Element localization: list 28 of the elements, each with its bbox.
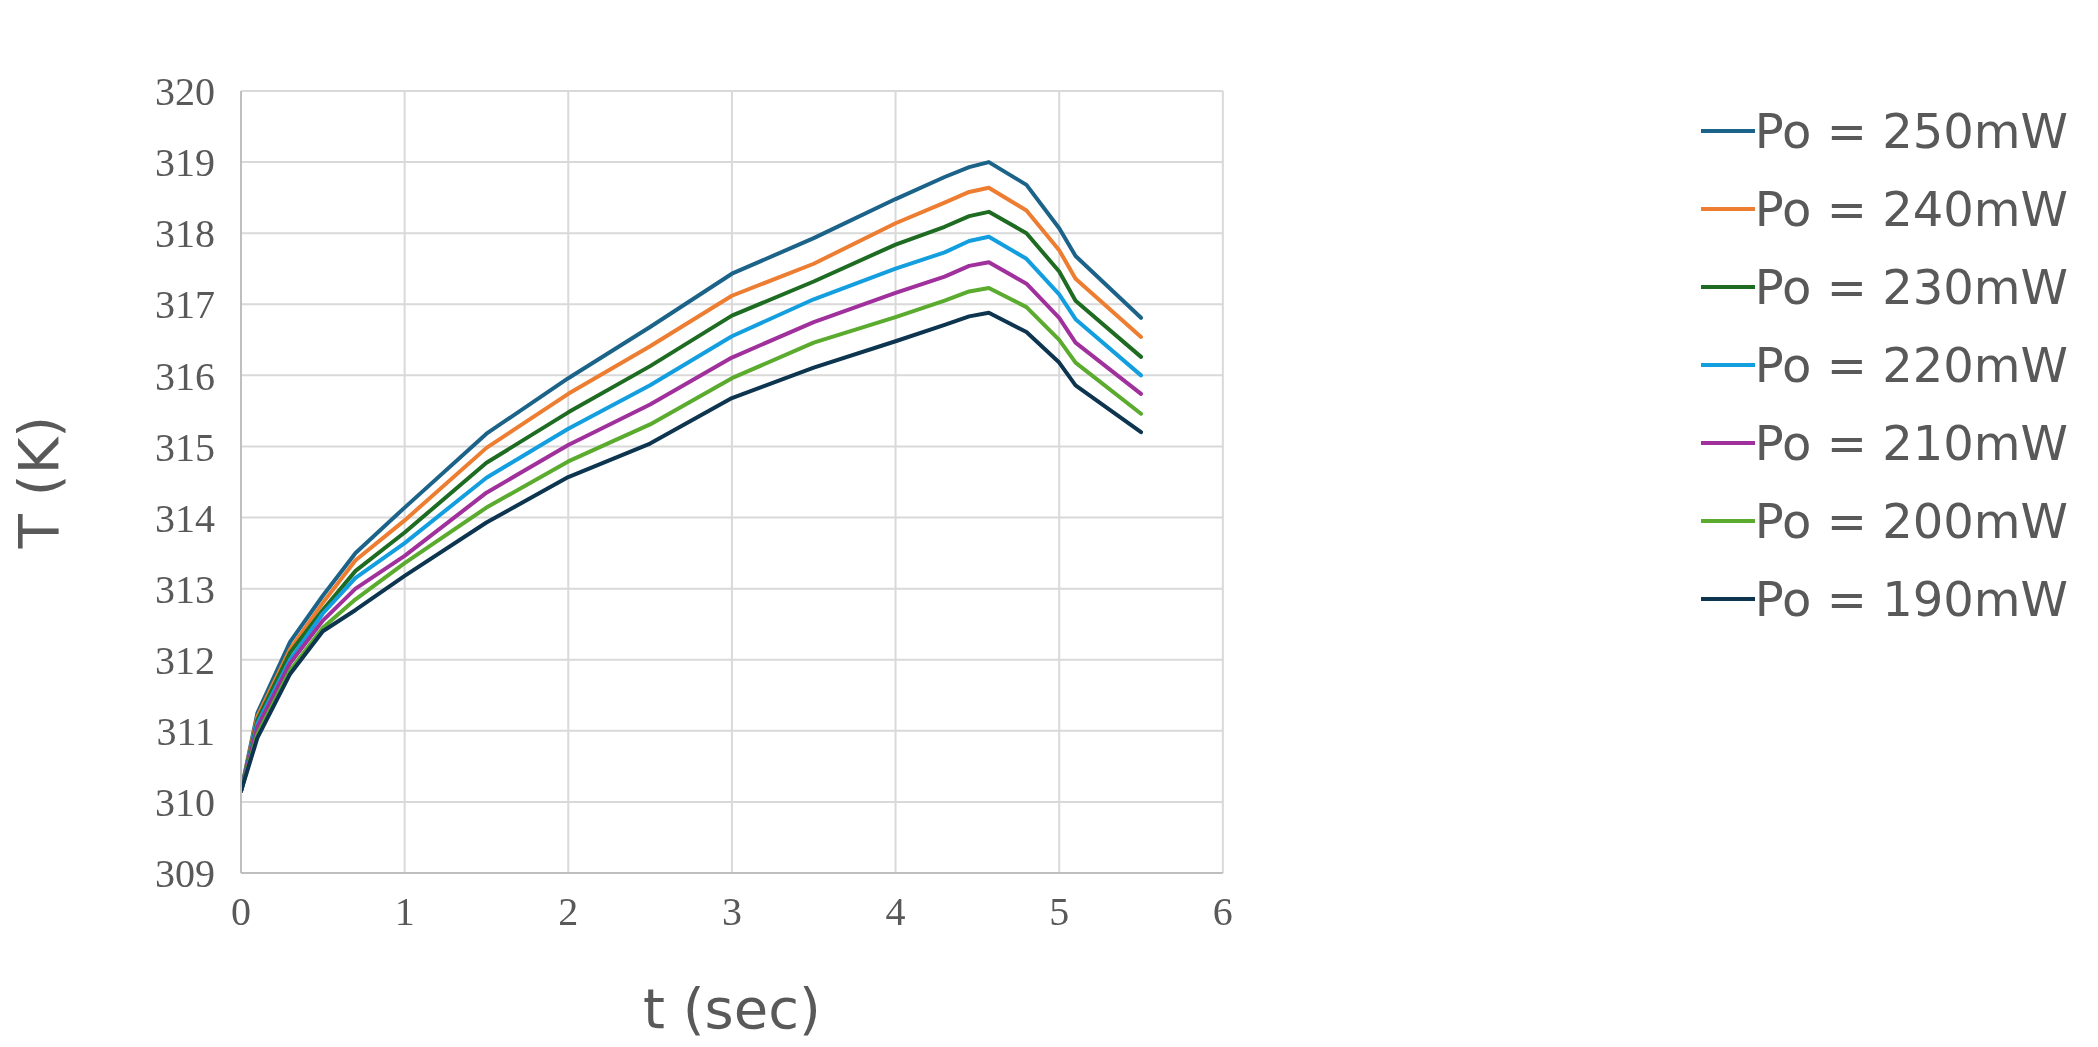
- y-tick-label: 314: [155, 495, 215, 541]
- x-tick-label: 0: [231, 889, 251, 935]
- y-tick-label: 309: [155, 851, 215, 897]
- y-tick-label: 319: [155, 140, 215, 186]
- x-tick-label: 2: [558, 889, 579, 935]
- legend-label: Po = 210mW: [1754, 415, 2068, 471]
- legend-label: Po = 190mW: [1754, 571, 2068, 627]
- x-axis-title: t (sec): [642, 976, 821, 1041]
- legend-label: Po = 200mW: [1754, 493, 2068, 549]
- x-tick-label: 3: [721, 889, 742, 935]
- legend-label: Po = 230mW: [1754, 259, 2068, 315]
- y-tick-label: 316: [155, 353, 215, 399]
- x-tick-label: 5: [1049, 889, 1070, 935]
- y-tick-label: 312: [155, 637, 215, 683]
- y-tick-label: 313: [155, 566, 215, 612]
- legend-label: Po = 220mW: [1754, 337, 2068, 393]
- x-tick-label: 6: [1212, 889, 1233, 935]
- y-tick-label: 310: [155, 780, 215, 826]
- y-tick-label: 320: [155, 69, 215, 115]
- y-tick-label: 311: [156, 709, 215, 755]
- legend-label: Po = 250mW: [1754, 103, 2068, 159]
- x-tick-label: 1: [394, 889, 415, 935]
- y-tick-label: 317: [155, 282, 215, 328]
- y-tick-label: 315: [155, 424, 215, 470]
- y-axis-title: T (K): [5, 415, 71, 550]
- x-tick-label: 4: [885, 889, 906, 935]
- legend-label: Po = 240mW: [1754, 181, 2068, 237]
- y-tick-label: 318: [155, 211, 215, 257]
